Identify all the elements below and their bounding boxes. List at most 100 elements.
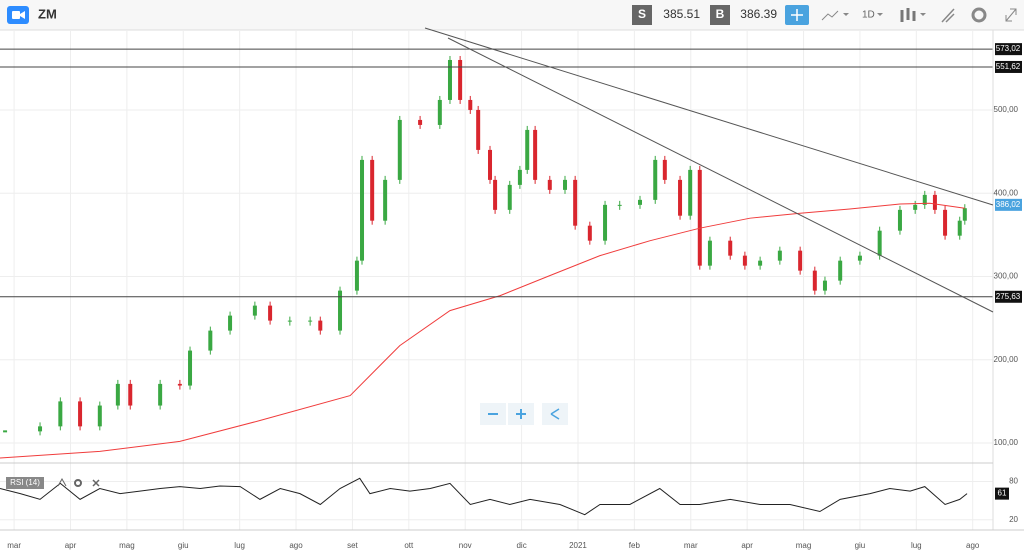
price-label: 275,63 <box>996 292 1021 301</box>
candle <box>458 59 463 100</box>
y-tick-label: 80 <box>1009 477 1018 486</box>
candle <box>97 405 102 427</box>
rsi-up-icon[interactable] <box>57 477 67 487</box>
dropdown-caret <box>920 13 926 16</box>
last-price-label: 386,02 <box>996 200 1021 209</box>
candle <box>338 290 343 331</box>
candle <box>228 315 233 331</box>
candle <box>383 179 388 221</box>
rsi-close-icon[interactable] <box>92 479 100 487</box>
candle <box>838 260 843 281</box>
rsi-label: RSI (14) <box>10 478 40 487</box>
symbol: ZM <box>38 6 57 21</box>
timeframe[interactable]: 1D <box>862 10 875 21</box>
candle <box>370 159 375 221</box>
draw-icon[interactable] <box>941 8 955 23</box>
candle <box>177 383 182 386</box>
candle <box>525 129 530 170</box>
candle <box>603 204 608 241</box>
chart-type-icon[interactable] <box>821 10 839 21</box>
share-button[interactable] <box>542 403 568 425</box>
candle <box>758 260 763 266</box>
sell-price: 385.51 <box>663 7 700 21</box>
candle <box>58 401 63 427</box>
buy-box[interactable] <box>710 5 730 25</box>
y-tick-label: 20 <box>1009 515 1018 524</box>
y-tick-label: 300,00 <box>994 272 1019 281</box>
x-tick-label: mar <box>7 541 21 550</box>
candle <box>78 401 83 427</box>
plus-icon <box>516 409 526 419</box>
sell-box[interactable] <box>632 5 652 25</box>
candle <box>287 320 292 322</box>
candle <box>318 320 323 331</box>
candle <box>707 240 712 266</box>
candle <box>252 305 257 316</box>
toolbar: ZM S 385.51 B 386.39 1D <box>0 0 1024 31</box>
candle <box>812 270 817 291</box>
candle <box>877 230 882 256</box>
x-tick-label: mar <box>684 541 698 550</box>
candle <box>688 169 693 216</box>
candle <box>697 169 702 266</box>
x-tick-label: set <box>347 541 358 550</box>
rsi-label-bg <box>6 477 44 489</box>
candle <box>662 159 667 180</box>
sell-label: S <box>638 7 646 21</box>
candle <box>447 59 452 100</box>
candle <box>158 383 163 406</box>
y-tick-label: 100,00 <box>994 438 1019 447</box>
candle <box>962 208 967 221</box>
crosshair-icon <box>791 9 803 21</box>
candle <box>943 209 948 236</box>
candles-icon[interactable] <box>900 8 916 22</box>
rsi-settings-icon[interactable] <box>74 479 82 487</box>
x-tick-label: 2021 <box>569 541 587 550</box>
candle <box>563 179 568 190</box>
series-line <box>0 202 965 459</box>
candle <box>897 209 902 231</box>
last-value-bg <box>995 487 1009 500</box>
candle <box>188 350 193 386</box>
y-tick-label: 200,00 <box>994 355 1019 364</box>
x-tick-label: ago <box>289 541 303 550</box>
candle <box>360 159 365 261</box>
price-label: 573,02 <box>996 44 1021 53</box>
price-label: 551,62 <box>996 62 1021 71</box>
x-tick-label: giu <box>855 541 866 550</box>
candle <box>638 199 643 205</box>
candle <box>476 109 481 150</box>
candle <box>115 383 120 406</box>
fullscreen-icon[interactable] <box>1005 8 1017 22</box>
dropdown-caret <box>877 13 883 16</box>
x-tick-label: ott <box>404 541 414 550</box>
x-tick-label: dic <box>516 541 526 550</box>
candle <box>507 184 512 210</box>
trend-line <box>424 27 994 206</box>
price-label-bg <box>995 290 1022 303</box>
share-icon <box>550 408 560 420</box>
x-tick-label: lug <box>234 541 245 550</box>
candle <box>268 305 273 321</box>
candle <box>822 280 827 291</box>
buy-label: B <box>716 7 725 21</box>
candle <box>798 250 803 271</box>
candle <box>517 169 522 185</box>
logo-icon <box>12 11 20 19</box>
candle <box>354 260 359 291</box>
x-tick-label: apr <box>65 541 77 550</box>
dropdown-caret <box>843 13 849 16</box>
candle <box>488 149 493 180</box>
candle <box>468 99 473 110</box>
buy-price: 386.39 <box>740 7 777 21</box>
x-tick-label: mag <box>796 541 812 550</box>
settings-icon[interactable] <box>971 7 987 23</box>
candle <box>857 255 862 261</box>
price-label-bg <box>995 43 1022 56</box>
candle <box>308 320 313 322</box>
candle <box>913 204 918 210</box>
candle <box>932 194 937 210</box>
x-tick-label: feb <box>629 541 641 550</box>
